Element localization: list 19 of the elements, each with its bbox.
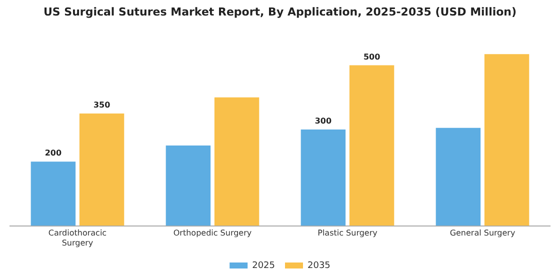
bar	[79, 113, 124, 226]
x-tick-label: General Surgery	[450, 228, 516, 238]
data-label: 500	[363, 52, 381, 62]
x-tick-label: Cardiothoracic Surgery	[48, 228, 107, 248]
bar	[436, 128, 481, 226]
bar	[484, 54, 530, 226]
legend-label: 2035	[308, 260, 330, 271]
data-label: 200	[44, 148, 62, 158]
bar	[300, 130, 346, 226]
data-label: 350	[93, 100, 111, 110]
x-tick-label: Plastic Surgery	[318, 228, 378, 238]
bar	[349, 65, 394, 226]
bar	[30, 162, 76, 226]
data-label: 300	[314, 116, 332, 126]
bar	[214, 97, 260, 226]
chart-title: US Surgical Sutures Market Report, By Application, 2025-2035 (USD Million)	[43, 5, 517, 18]
bar	[166, 146, 211, 226]
x-tick-label: Orthopedic Surgery	[173, 228, 252, 238]
legend-label: 2025	[252, 260, 275, 271]
